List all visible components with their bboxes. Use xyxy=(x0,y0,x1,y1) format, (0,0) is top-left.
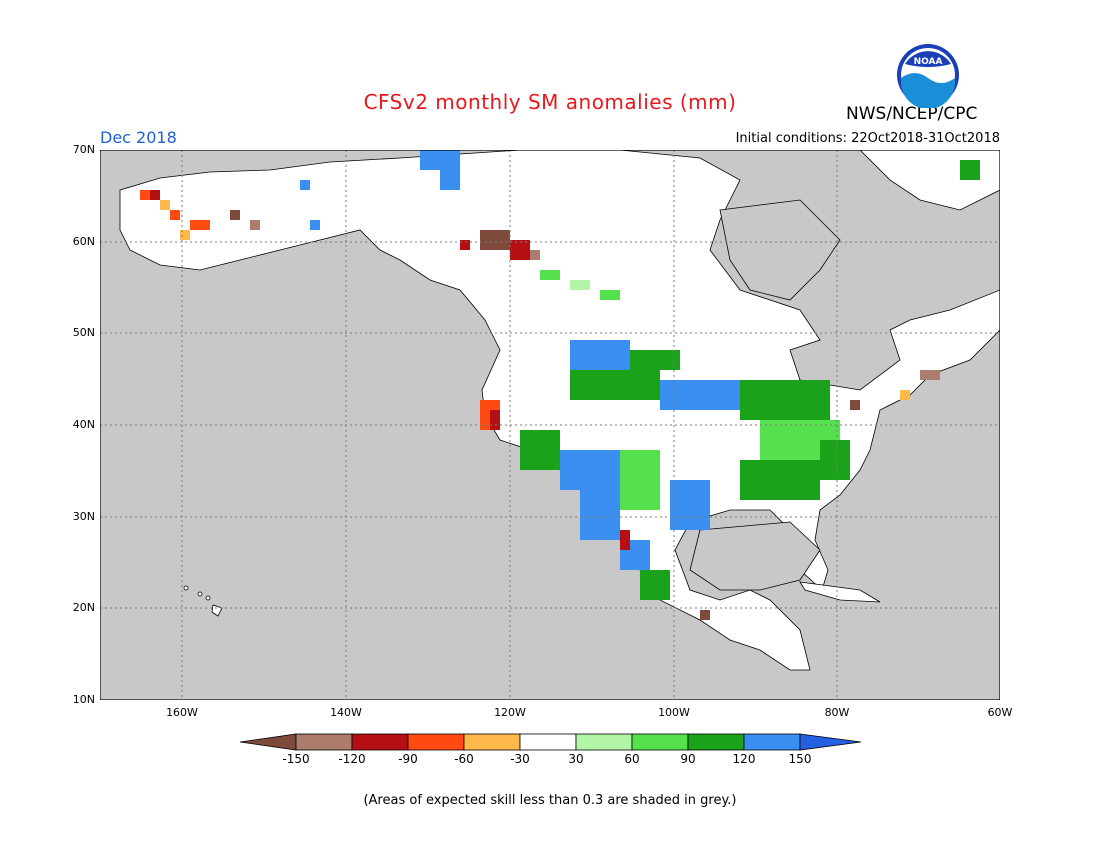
noaa-logo-icon: NOAA xyxy=(897,44,959,108)
colorbar-bin xyxy=(463,733,521,751)
lat-label: 70N xyxy=(72,143,95,156)
forecast-month: Dec 2018 xyxy=(100,128,177,147)
colorbar-bin xyxy=(519,733,577,751)
colorbar-bin xyxy=(240,733,297,751)
colorbar-bin xyxy=(631,733,689,751)
colorbar-bin xyxy=(351,733,409,751)
lat-label: 60N xyxy=(72,235,95,248)
soil-moisture-map xyxy=(100,150,1000,700)
colorbar-label: 60 xyxy=(624,752,640,766)
lon-label: 100W xyxy=(658,706,690,719)
lon-label: 80W xyxy=(824,706,850,719)
colorbar-bin xyxy=(687,733,745,751)
colorbar-bin xyxy=(575,733,633,751)
colorbar-label: -150 xyxy=(282,752,310,766)
lat-label: 30N xyxy=(72,510,95,523)
colorbar-bin xyxy=(743,733,801,751)
agency-label: NWS/NCEP/CPC xyxy=(846,104,978,124)
lat-label: 10N xyxy=(72,693,95,706)
colorbar-bin xyxy=(295,733,353,751)
colorbar-label: -90 xyxy=(398,752,418,766)
lon-label: 120W xyxy=(494,706,526,719)
colorbar-label: 150 xyxy=(788,752,812,766)
colorbar-label: 30 xyxy=(568,752,584,766)
map-title: CFSv2 monthly SM anomalies (mm) xyxy=(363,90,737,114)
colorbar-label: 120 xyxy=(732,752,756,766)
graticule xyxy=(100,150,1000,700)
lat-label: 50N xyxy=(72,326,95,339)
colorbar xyxy=(240,733,862,751)
colorbar-bin xyxy=(407,733,465,751)
logo-text: NOAA xyxy=(914,57,943,67)
hawaii-islands xyxy=(183,585,223,617)
hudson-bay xyxy=(719,199,841,301)
colorbar-label: -60 xyxy=(454,752,474,766)
gulf-of-mexico xyxy=(689,521,821,591)
colorbar-label: -120 xyxy=(338,752,366,766)
lat-label: 40N xyxy=(72,418,95,431)
cuba-island xyxy=(799,581,881,603)
lon-label: 140W xyxy=(330,706,362,719)
anomaly-cells xyxy=(140,150,980,620)
lat-label: 20N xyxy=(72,601,95,614)
colorbar-label: -30 xyxy=(510,752,530,766)
initial-conditions: Initial conditions: 22Oct2018-31Oct2018 xyxy=(735,131,1000,146)
lon-label: 60W xyxy=(987,706,1013,719)
colorbar-bin xyxy=(799,733,862,751)
skill-note: (Areas of expected skill less than 0.3 a… xyxy=(363,793,737,808)
north-america-land xyxy=(119,150,1000,671)
lon-label: 160W xyxy=(166,706,198,719)
colorbar-label: 90 xyxy=(680,752,696,766)
